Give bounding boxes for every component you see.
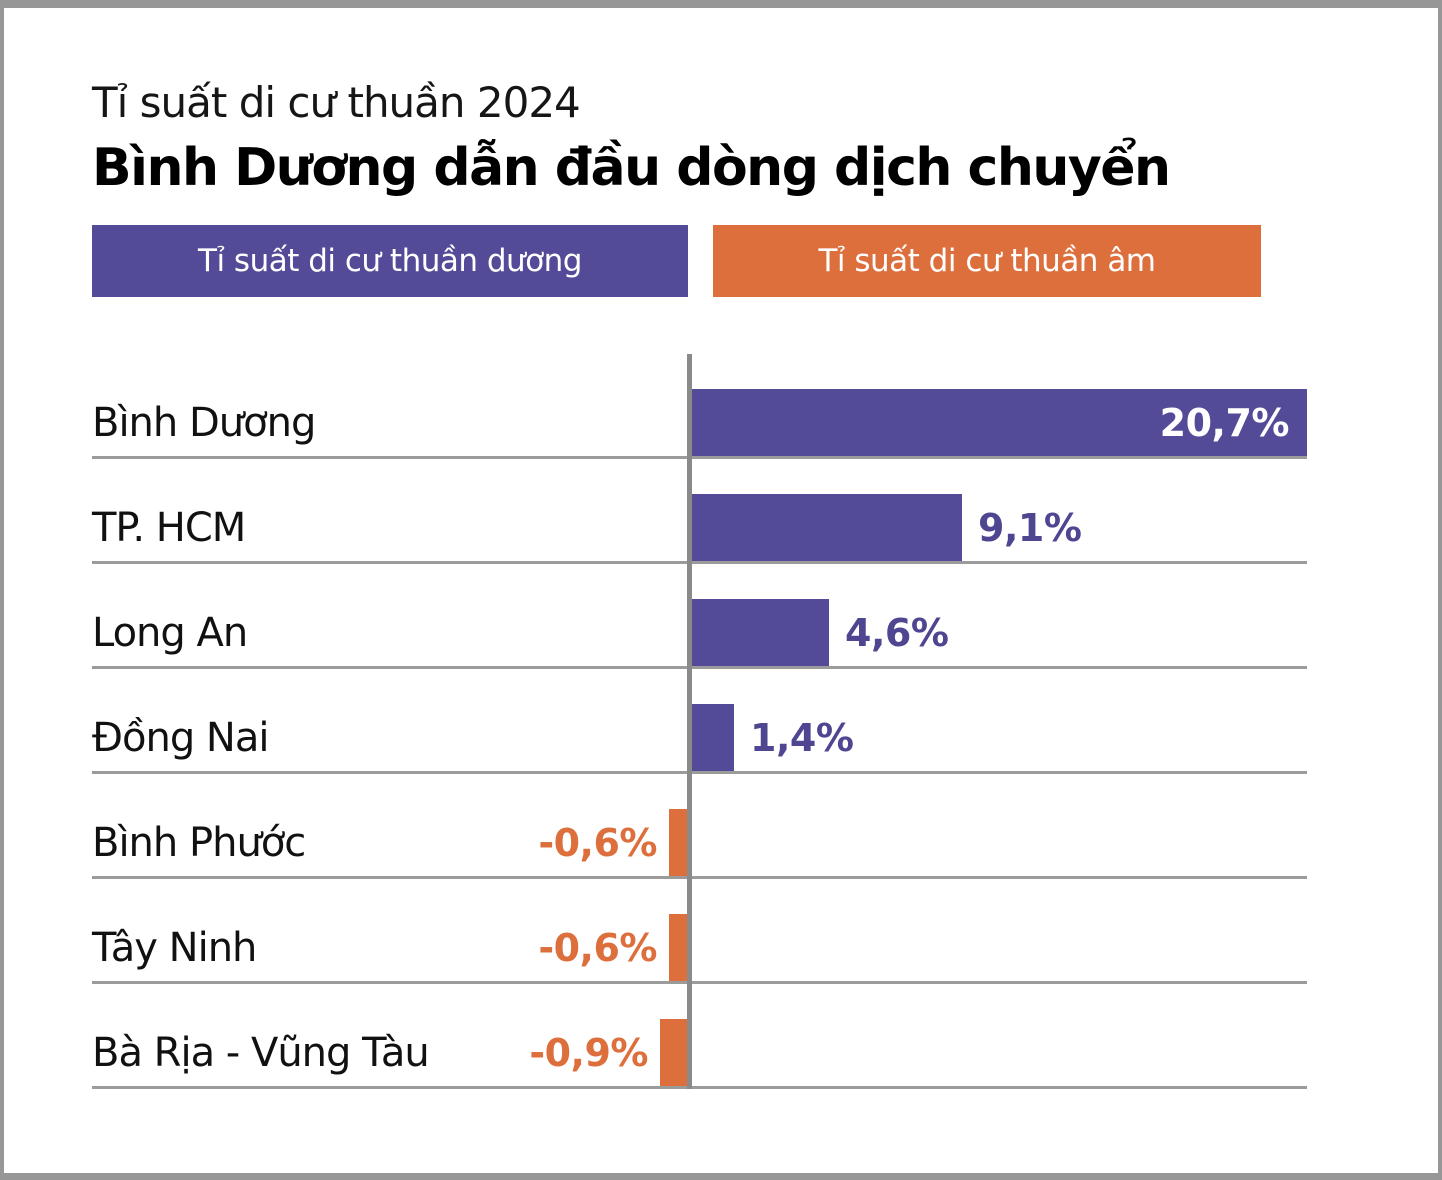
chart-kicker: Tỉ suất di cư thuần 2024 [92,78,581,127]
chart-row: Bà Rịa - Vũng Tàu -0,9% [92,984,1307,1090]
bar-positive [692,494,962,562]
chart-row: TP. HCM 9,1% [92,459,1307,565]
value-label: -0,6% [538,820,657,865]
chart-row: Long An 4,6% [92,564,1307,670]
bar-negative [669,809,687,877]
legend-item-negative-label: Tỉ suất di cư thuần âm [818,243,1156,280]
bar-positive [692,389,1307,457]
chart-row: Bình Phước -0,6% [92,774,1307,880]
category-label: Bình Dương [92,399,316,446]
bar-negative [669,914,687,982]
legend-item-negative: Tỉ suất di cư thuần âm [713,225,1261,298]
category-label: Bình Phước [92,819,306,866]
legend: Tỉ suất di cư thuần dương Tỉ suất di cư … [92,225,1307,298]
value-label: -0,9% [529,1030,648,1075]
value-label: 20,7% [1159,400,1290,445]
value-label: 9,1% [978,505,1082,550]
chart-row: Bình Dương 20,7% [92,354,1307,460]
category-label: Long An [92,609,248,656]
infographic-content: Tỉ suất di cư thuần 2024 Bình Dương dẫn … [92,78,1307,1090]
axis-zero-line [687,354,692,1090]
bar-zone: Tây Ninh -0,6% [92,914,1307,982]
value-label: -0,6% [538,925,657,970]
bar-zone: Bình Dương 20,7% [92,389,1307,457]
bar-zone: Bà Rịa - Vũng Tàu -0,9% [92,1019,1307,1087]
category-label: Bà Rịa - Vũng Tàu [92,1029,430,1076]
category-label: Đồng Nai [92,714,269,761]
value-label: 1,4% [750,715,854,760]
chart-row: Tây Ninh -0,6% [92,879,1307,985]
chart-title: Bình Dương dẫn đầu dòng dịch chuyển [92,138,1171,199]
bar-positive [692,704,734,772]
bar-positive [692,599,829,667]
bar-negative [660,1019,687,1087]
category-label: Tây Ninh [92,924,257,971]
bar-chart: Bình Dương 20,7% TP. HCM 9,1% Long An 4,6% Đồn… [92,354,1307,1090]
category-label: TP. HCM [92,504,246,551]
chart-row: Đồng Nai 1,4% [92,669,1307,775]
legend-item-positive: Tỉ suất di cư thuần dương [92,225,688,298]
bar-zone: TP. HCM 9,1% [92,494,1307,562]
bar-zone: Long An 4,6% [92,599,1307,667]
value-label: 4,6% [845,610,949,655]
legend-item-positive-label: Tỉ suất di cư thuần dương [198,243,582,280]
bar-zone: Đồng Nai 1,4% [92,704,1307,772]
bar-zone: Bình Phước -0,6% [92,809,1307,877]
